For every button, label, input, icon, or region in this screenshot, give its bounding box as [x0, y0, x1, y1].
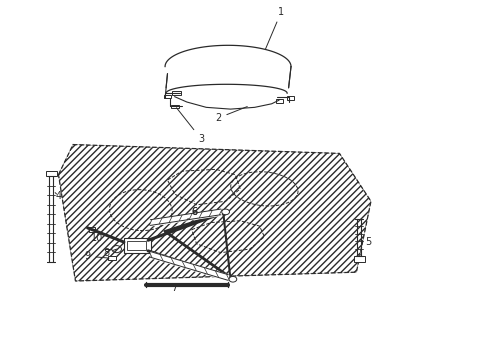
Bar: [164, 95, 171, 99]
Bar: [172, 91, 181, 95]
Text: 6: 6: [191, 201, 197, 217]
Text: 10: 10: [91, 230, 103, 243]
Circle shape: [222, 209, 229, 215]
Text: 3: 3: [176, 108, 204, 144]
Bar: [124, 238, 150, 253]
Text: 6: 6: [187, 207, 197, 220]
Text: 1: 1: [266, 6, 284, 49]
Text: 5: 5: [361, 237, 371, 247]
Bar: [172, 105, 179, 108]
Bar: [127, 241, 146, 250]
Text: 2: 2: [215, 107, 247, 123]
Bar: [90, 227, 96, 233]
Bar: [108, 256, 116, 260]
Circle shape: [229, 276, 237, 282]
Text: 7: 7: [172, 283, 184, 293]
Text: 4: 4: [55, 191, 62, 201]
Bar: [47, 171, 57, 176]
Text: 8: 8: [104, 248, 117, 258]
Bar: [276, 99, 283, 103]
Text: 9: 9: [84, 251, 109, 261]
Bar: [287, 96, 294, 100]
Bar: [354, 256, 365, 262]
